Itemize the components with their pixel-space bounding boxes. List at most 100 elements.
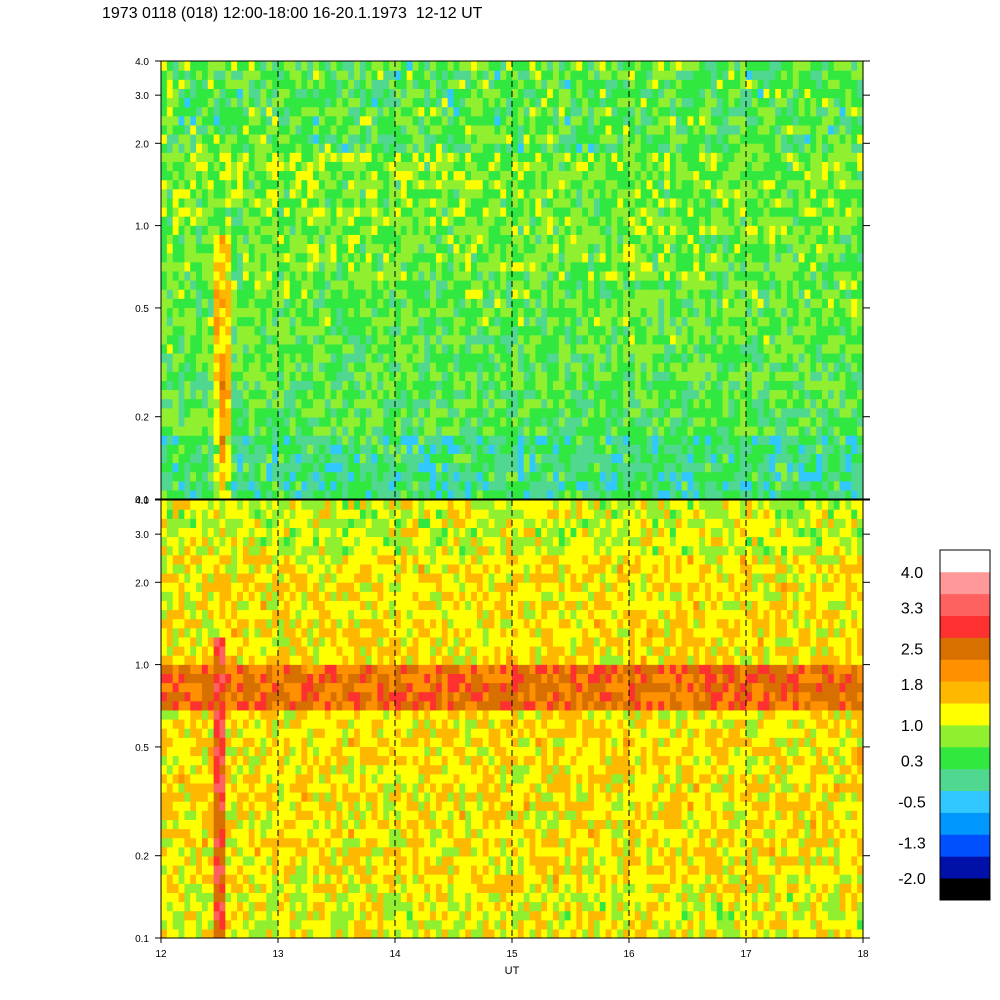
heatmap-cell [207, 134, 215, 144]
heatmap-cell [365, 270, 373, 281]
heatmap-cell [371, 243, 379, 254]
heatmap-cell [307, 106, 314, 117]
heatmap-cell [178, 398, 185, 409]
heatmap-cell [260, 115, 267, 126]
heatmap-cell [669, 362, 677, 372]
heatmap-cell [161, 197, 168, 208]
heatmap-cell [383, 471, 390, 482]
heatmap-cell [377, 252, 384, 263]
heatmap-cell [669, 234, 677, 245]
heatmap-cell [512, 407, 519, 418]
heatmap-cell [418, 170, 425, 181]
heatmap-cell [646, 161, 653, 172]
heatmap-cell [757, 207, 765, 217]
heatmap-cell [576, 426, 583, 436]
heatmap-cell [359, 152, 367, 162]
heatmap-cell [178, 298, 185, 308]
heatmap-cell [184, 152, 191, 162]
heatmap-cell [634, 435, 642, 445]
heatmap-cell [500, 152, 507, 162]
heatmap-cell [547, 261, 554, 272]
heatmap-cell [552, 143, 560, 153]
heatmap-cell [190, 134, 197, 144]
heatmap-cell [728, 270, 735, 281]
heatmap-cell [295, 480, 302, 491]
heatmap-cell [552, 325, 560, 336]
heatmap-cell [219, 435, 226, 445]
heatmap-cell [746, 61, 753, 71]
heatmap-cell [669, 225, 677, 235]
heatmap-cell [617, 152, 624, 162]
heatmap-cell [266, 307, 273, 318]
heatmap-cell [634, 170, 642, 181]
heatmap-cell [541, 216, 548, 226]
heatmap-cell [213, 134, 221, 144]
heatmap-cell [178, 143, 185, 153]
heatmap-cell [558, 115, 566, 126]
heatmap-cell [634, 380, 642, 391]
heatmap-cell [342, 416, 349, 427]
heatmap-cell [295, 307, 302, 318]
heatmap-cell [564, 225, 572, 235]
heatmap-cell [377, 225, 384, 235]
heatmap-cell [318, 270, 326, 281]
heatmap-cell [301, 334, 308, 345]
heatmap-cell [172, 61, 180, 71]
heatmap-cell [400, 152, 408, 162]
heatmap-cell [365, 389, 373, 400]
heatmap-cell [740, 462, 747, 473]
heatmap-cell [634, 289, 642, 299]
heatmap-cell [488, 270, 496, 281]
heatmap-cell [371, 453, 379, 464]
heatmap-cell [716, 316, 724, 327]
heatmap-cell [675, 261, 683, 272]
heatmap-cell [213, 298, 221, 308]
heatmap-cell [447, 289, 455, 299]
heatmap-cell [740, 61, 747, 71]
heatmap-cell [283, 362, 291, 372]
heatmap-cell [231, 197, 238, 208]
heatmap-cell [184, 307, 191, 318]
heatmap-cell [278, 489, 285, 500]
heatmap-cell [471, 462, 478, 473]
heatmap-cell [336, 143, 343, 153]
heatmap-cell [605, 188, 613, 199]
heatmap-cell [611, 143, 618, 153]
heatmap-cell [693, 252, 700, 263]
heatmap-cell [500, 97, 507, 108]
heatmap-cell [593, 70, 601, 80]
heatmap-cell [482, 261, 490, 272]
heatmap-cell [166, 97, 174, 108]
heatmap-cell [751, 480, 759, 491]
heatmap-cell [740, 115, 747, 126]
heatmap-cell [201, 298, 209, 308]
heatmap-cell [207, 152, 215, 162]
heatmap-cell [675, 298, 683, 308]
heatmap-cell [710, 179, 718, 190]
heatmap-cell [225, 298, 232, 308]
heatmap-cell [441, 179, 449, 190]
heatmap-cell [412, 453, 419, 464]
heatmap-cell [161, 134, 168, 144]
heatmap-cell [196, 97, 203, 108]
heatmap-cell [652, 407, 659, 418]
heatmap-cell [424, 489, 431, 500]
heatmap-cell [418, 152, 425, 162]
heatmap-cell [242, 398, 250, 409]
heatmap-cell [558, 462, 566, 473]
heatmap-cell [675, 97, 683, 108]
heatmap-cell [254, 115, 262, 126]
heatmap-cell [248, 115, 256, 126]
heatmap-cell [634, 462, 642, 473]
heatmap-cell [283, 444, 291, 454]
heatmap-cell [272, 216, 279, 226]
heatmap-cell [248, 280, 256, 290]
heatmap-cell [541, 106, 548, 117]
heatmap-cell [599, 134, 607, 144]
heatmap-cell [535, 61, 542, 71]
heatmap-cell [482, 280, 490, 290]
heatmap-cell [184, 444, 191, 454]
heatmap-cell [465, 143, 472, 153]
heatmap-cell [365, 435, 373, 445]
heatmap-cell [722, 234, 730, 245]
